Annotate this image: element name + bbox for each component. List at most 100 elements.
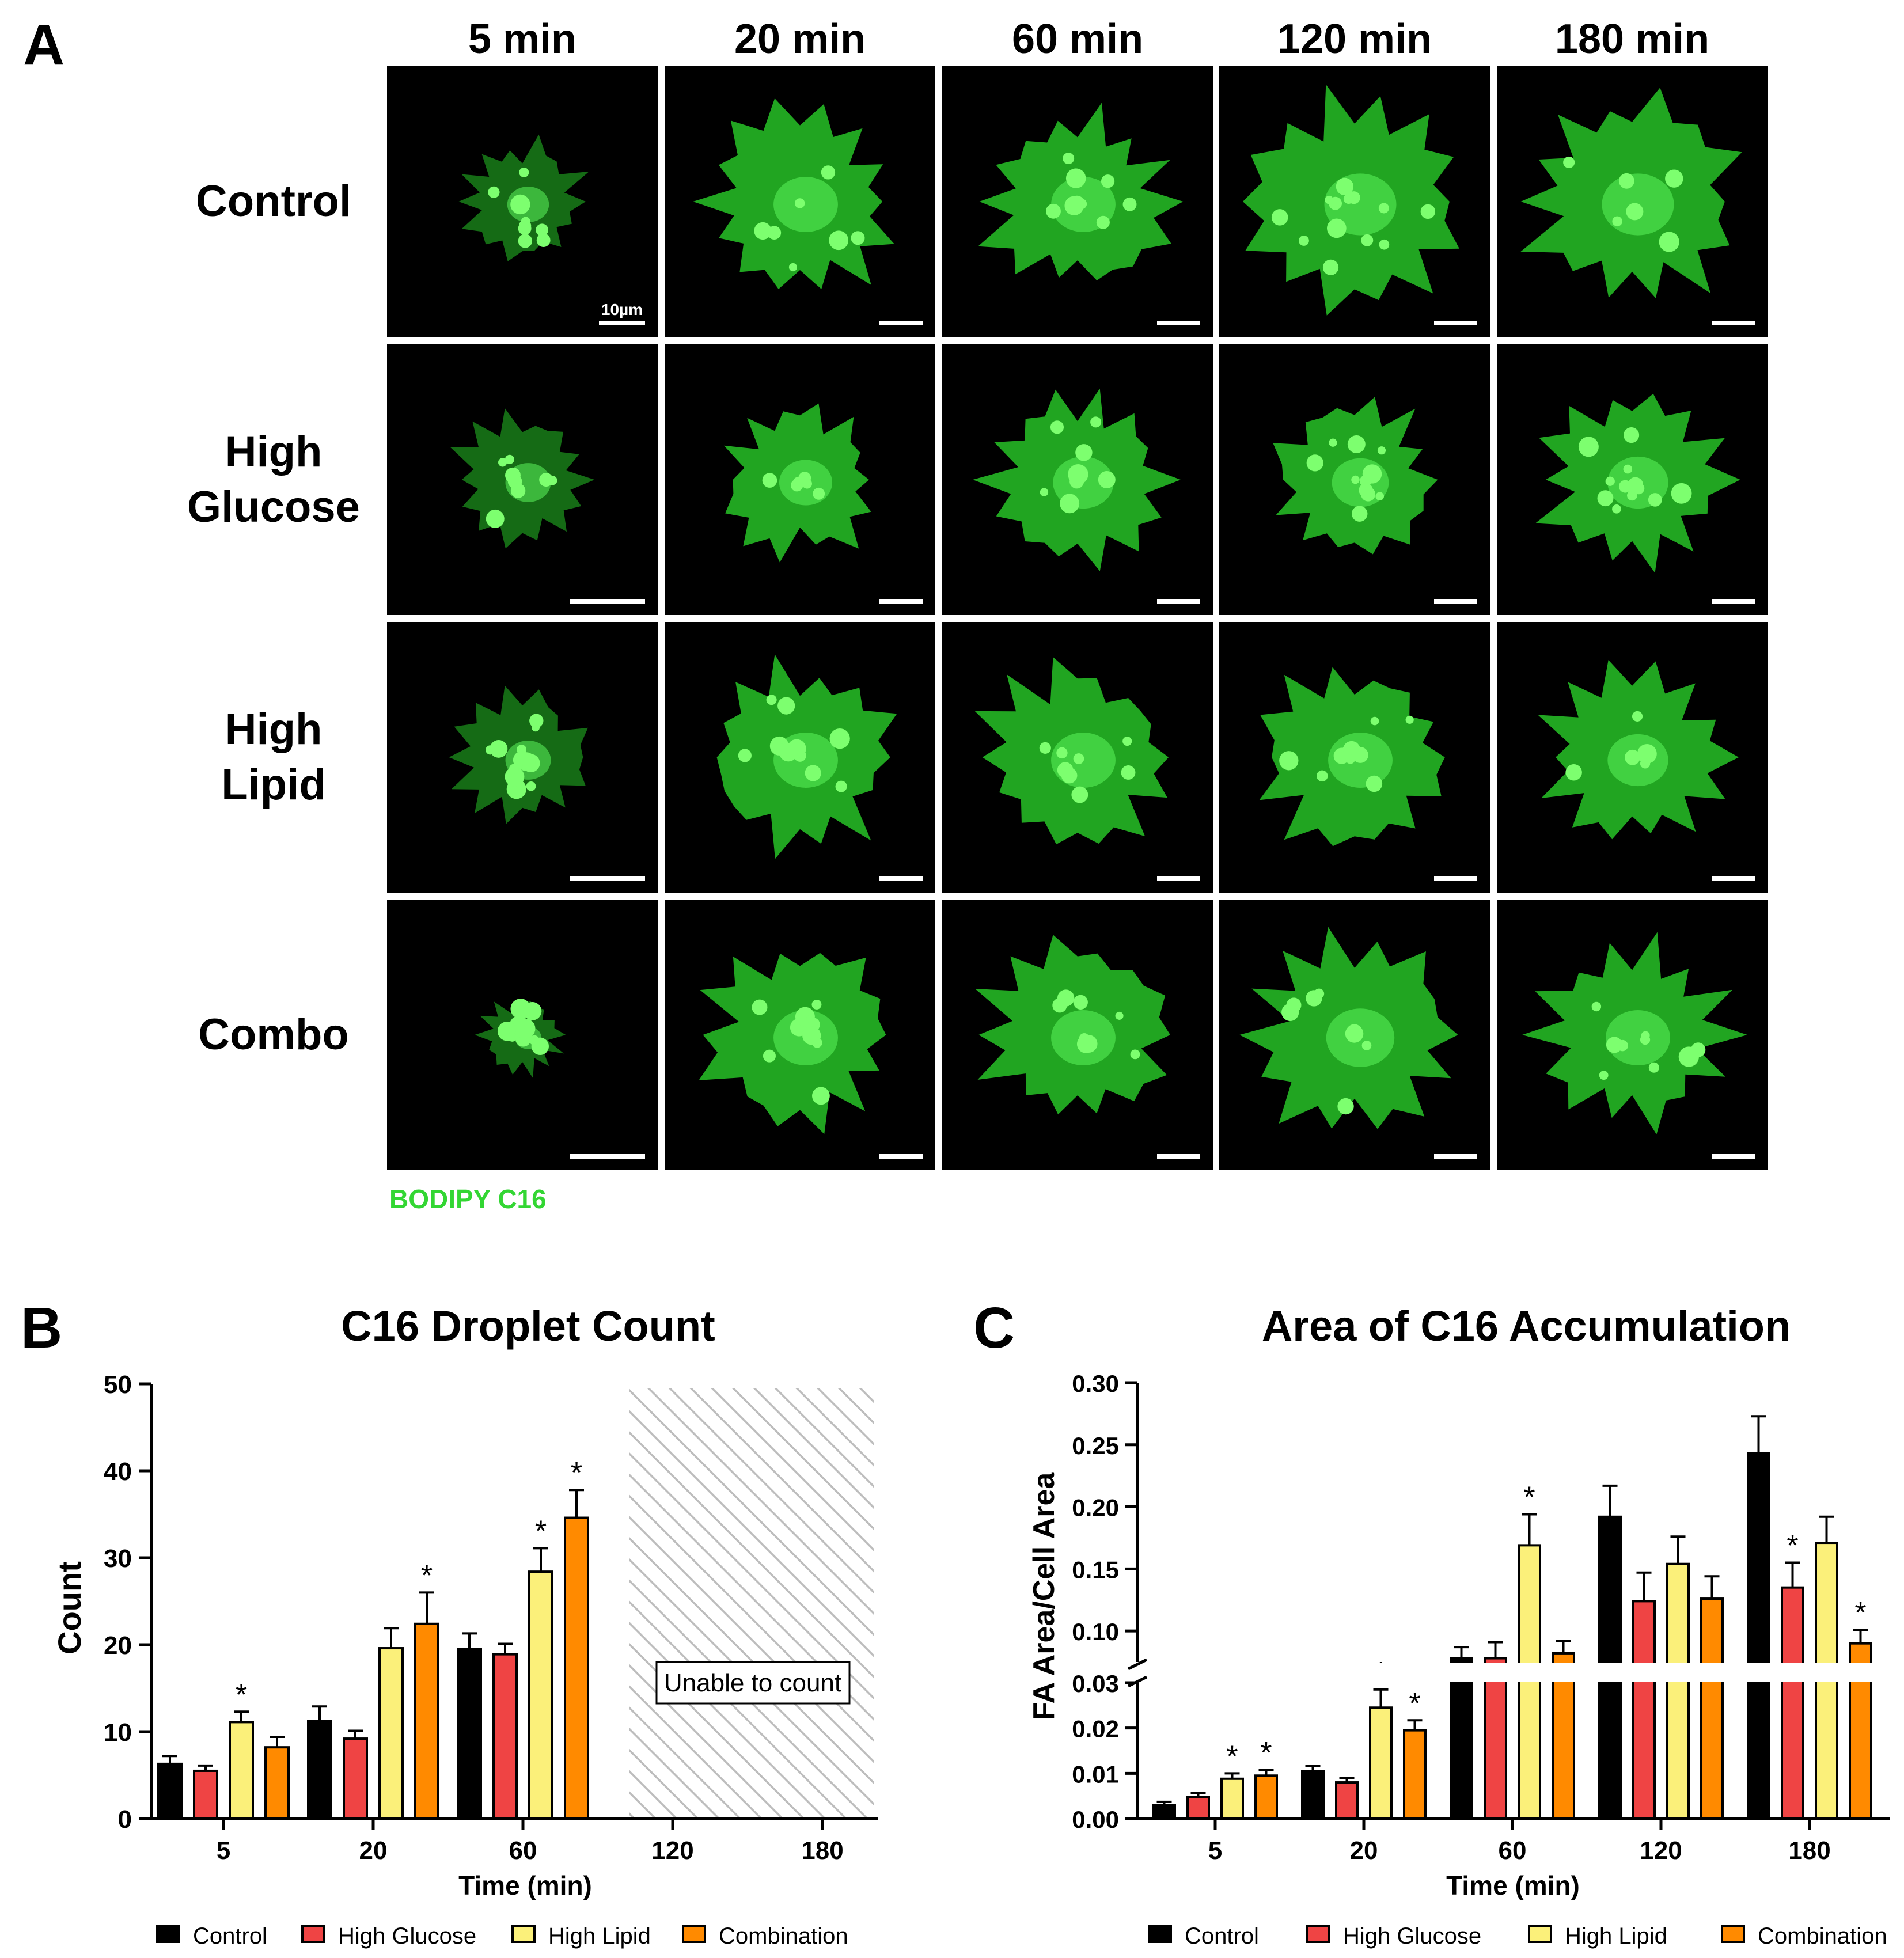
y-tick-label: 0.00 [1072, 1806, 1119, 1833]
lipid-droplet [1360, 487, 1376, 502]
lipid-droplet [1316, 770, 1328, 782]
lipid-droplet [548, 476, 557, 485]
bar [528, 1570, 553, 1820]
legend-swatch [301, 1925, 325, 1943]
lipid-droplet [1271, 209, 1288, 226]
bar [1152, 1804, 1176, 1820]
lipid-droplet [490, 740, 508, 758]
chart-b-ylabel: Count [51, 1561, 88, 1655]
scale-bar [879, 599, 923, 604]
significance-marker: * [535, 1515, 547, 1548]
lipid-droplet [1073, 995, 1088, 1010]
micrograph-panel [665, 900, 935, 1170]
y-tick-label: 40 [104, 1458, 132, 1486]
micrograph-panel [387, 344, 658, 615]
lipid-droplet [517, 745, 527, 754]
micrograph-panel [1497, 900, 1768, 1170]
scale-bar [599, 321, 645, 325]
lipid-droplet [1279, 751, 1299, 771]
lipid-droplet [811, 999, 822, 1010]
lipid-droplet [1632, 711, 1643, 722]
bar [1747, 1452, 1770, 1820]
lipid-droplet [1640, 758, 1651, 769]
lipid-droplet [1342, 741, 1361, 759]
legend-label: High Lipid [1565, 1923, 1667, 1949]
lipid-droplet [1346, 1024, 1363, 1041]
scale-bar [1157, 321, 1200, 325]
panel-b-letter: B [21, 1296, 62, 1360]
panel-c-area-chart: C Area of C16 Accumulation FA Area/Cell … [973, 1296, 1894, 1949]
chart-c-plot: *******0.100.150.200.250.300.000.010.020… [1072, 1370, 1894, 1865]
lipid-droplet [1366, 775, 1383, 792]
lipid-droplet [1624, 427, 1640, 443]
lipid-droplet [1065, 168, 1086, 188]
micrograph-grid: 10µm [387, 66, 1768, 1170]
lipid-droplet [1618, 173, 1634, 189]
lipid-droplet [1565, 764, 1582, 781]
lipid-droplet [754, 222, 772, 240]
lipid-droplet [762, 473, 777, 488]
legend-swatch [1528, 1925, 1552, 1943]
lipid-droplet [1076, 1035, 1095, 1053]
stain-label: BODIPY C16 [389, 1184, 547, 1214]
lipid-droplet [519, 167, 529, 177]
chart-b-plot: Unable to count 0 10 20 30 40 50 5 20 60 120 180 * * *… [104, 1371, 878, 1865]
lipid-droplet [531, 723, 540, 732]
lipid-droplet [1101, 174, 1115, 188]
x-tick-label: 60 [1499, 1836, 1527, 1865]
column-header: 120 min [1277, 16, 1432, 62]
micrograph-panel [387, 622, 658, 893]
bar [157, 1762, 183, 1820]
scale-bar [570, 1154, 645, 1159]
lipid-droplet [779, 742, 798, 762]
x-tick-label: 60 [509, 1836, 537, 1865]
lipid-droplet [802, 479, 812, 489]
scale-bar [1712, 876, 1755, 881]
panel-a-letter: A [23, 13, 65, 77]
lipid-droplet [486, 509, 505, 528]
x-tick-label: 180 [1788, 1836, 1830, 1865]
row-label: Combo [198, 1010, 349, 1059]
lipid-droplet [1050, 420, 1064, 434]
lipid-droplet [1329, 438, 1337, 447]
lipid-droplet [1060, 494, 1080, 514]
y-tick-label: 50 [104, 1371, 132, 1399]
lipid-droplet [829, 230, 849, 251]
panel-a-micrographs: A 5 min 20 min 60 min 120 min 180 min Contro… [23, 13, 1768, 1214]
scale-bar [1712, 321, 1755, 325]
chart-c-xlabel: Time (min) [1446, 1870, 1580, 1900]
lipid-droplet [1377, 446, 1386, 455]
lipid-droplet [767, 226, 782, 240]
column-header: 20 min [734, 16, 866, 62]
lipid-droplet [1040, 488, 1049, 496]
bar [1450, 1657, 1473, 1820]
chart-c-title: Area of C16 Accumulation [1262, 1302, 1791, 1350]
lipid-droplet [1362, 464, 1382, 484]
lipid-droplet [1281, 1003, 1299, 1021]
scale-bar [1157, 1154, 1200, 1159]
lipid-droplet [791, 479, 803, 492]
scale-bar [1157, 599, 1200, 604]
lipid-droplet [1075, 444, 1093, 461]
lipid-droplet [1046, 203, 1061, 219]
lipid-droplet [1068, 464, 1088, 485]
micrograph-panel [1219, 66, 1490, 337]
lipid-droplet [515, 1018, 536, 1039]
y-tick-label: 20 [104, 1631, 132, 1660]
lipid-droplet [1659, 232, 1679, 252]
column-header: 5 min [468, 16, 576, 62]
lipid-droplet [835, 780, 847, 792]
lipid-droplet [1648, 493, 1662, 507]
lipid-droplet [752, 999, 768, 1015]
lipid-droplet [1121, 765, 1136, 780]
chart-b-xlabel: Time (min) [458, 1870, 592, 1900]
lipid-droplet [1096, 215, 1110, 229]
y-tick-label: 0.20 [1072, 1494, 1119, 1521]
bar [343, 1737, 368, 1820]
lipid-droplet [1379, 239, 1390, 250]
axis-break-mark [1127, 1658, 1148, 1671]
bar [1632, 1600, 1656, 1820]
scale-bar [1712, 1154, 1755, 1159]
legend-label: Combination [719, 1923, 848, 1949]
